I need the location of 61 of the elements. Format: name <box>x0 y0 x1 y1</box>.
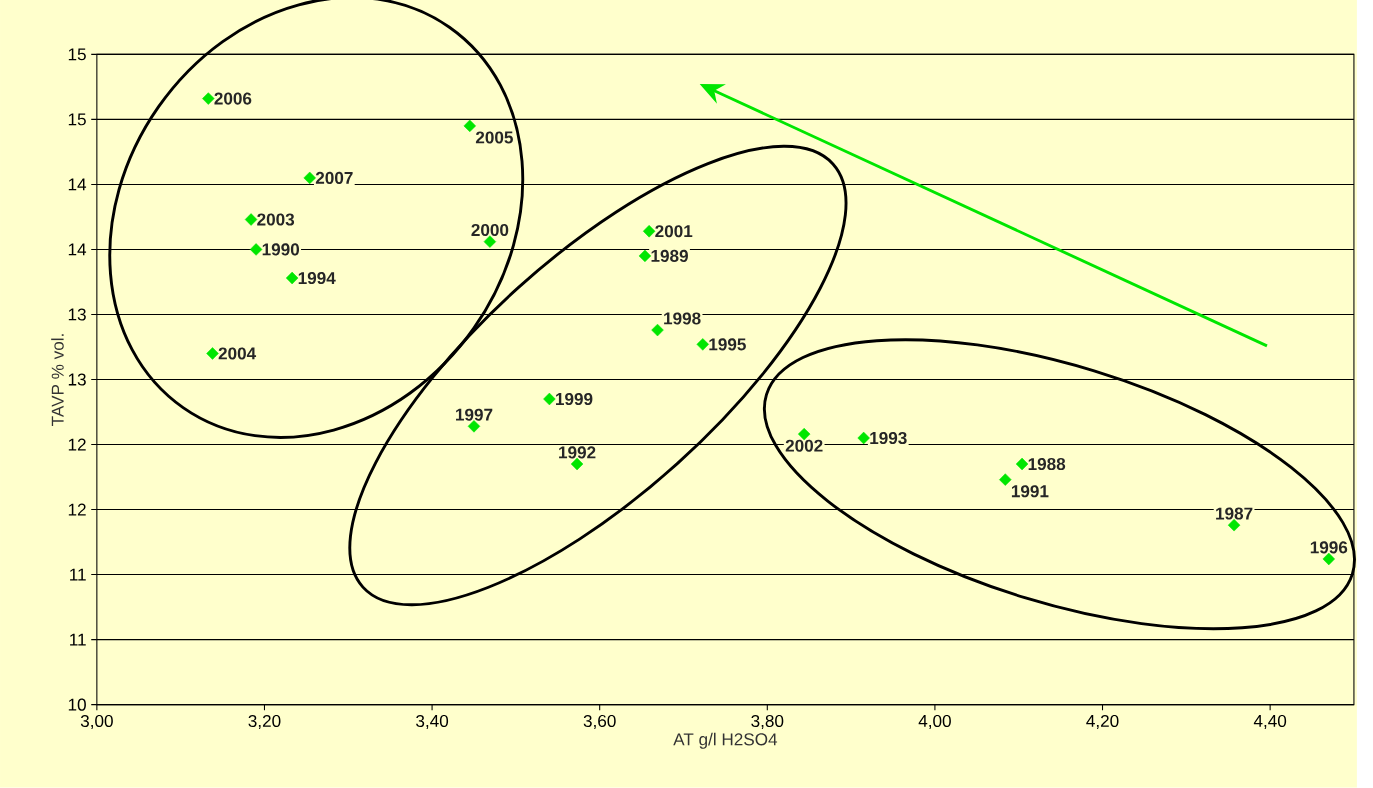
y-tick-label: 11 <box>70 633 86 646</box>
x-tick-label: 3,40 <box>416 715 449 730</box>
y-tick-label: 11 <box>70 568 86 581</box>
annotation: 2000 <box>471 224 509 237</box>
annotation: 1996 <box>1310 541 1348 554</box>
point <box>1015 458 1029 471</box>
y-tick-label: 14 <box>68 178 87 191</box>
annotation: 2003 <box>257 213 295 226</box>
y-tick-label: 10 <box>68 698 86 711</box>
annotation: 1987 <box>1216 507 1253 520</box>
point <box>467 420 481 433</box>
point <box>642 225 656 238</box>
annotation: 1999 <box>556 393 593 406</box>
y-tick-label: 13 <box>68 373 86 386</box>
point <box>857 431 870 445</box>
point <box>285 272 299 285</box>
point <box>651 324 664 337</box>
point <box>206 347 219 360</box>
y-tick-label: 14 <box>68 243 87 256</box>
annotation: 1993 <box>870 432 907 445</box>
annotation: 1990 <box>262 243 300 256</box>
annotation: 1994 <box>298 272 336 285</box>
y-tick-label: 15 <box>68 113 86 126</box>
annotation: 1998 <box>664 312 701 325</box>
point <box>249 243 263 256</box>
x-tick-label: 4,20 <box>1086 715 1119 730</box>
x-axis-title: AT g/l H2SO4 <box>673 733 778 749</box>
x-tick-label: 3,20 <box>248 715 281 730</box>
x-tick-label: 3,00 <box>80 715 113 730</box>
point <box>463 119 476 133</box>
annotation: 2005 <box>475 131 513 144</box>
annotation: 1989 <box>651 250 688 263</box>
annotation: 2007 <box>315 172 353 185</box>
point <box>244 213 258 226</box>
y-tick-label: 12 <box>68 438 86 451</box>
point <box>202 92 215 105</box>
annotation: 2002 <box>785 439 823 452</box>
x-tick-label: 4,40 <box>1253 715 1287 730</box>
point <box>483 235 497 248</box>
x-tick-label: 3,80 <box>751 715 784 730</box>
y-tick-label: 13 <box>68 308 86 321</box>
annotation: 2001 <box>655 225 693 238</box>
point <box>696 338 709 351</box>
y-tick-label: 15 <box>68 48 86 61</box>
y-tick-label: 12 <box>68 503 86 516</box>
point <box>543 392 556 406</box>
point <box>303 171 316 185</box>
point <box>638 249 652 263</box>
y-axis-title: TAVP % vol. <box>51 334 64 427</box>
point <box>1227 519 1241 532</box>
annotation: 1992 <box>559 446 596 459</box>
point <box>570 458 584 471</box>
x-tick-label: 3,60 <box>583 715 616 730</box>
annotation: 2006 <box>214 92 252 105</box>
point <box>999 473 1012 487</box>
annotation: 1991 <box>1011 485 1049 498</box>
x-tick-label: 4,00 <box>918 715 951 730</box>
annotation: 1988 <box>1028 458 1066 471</box>
annotation: 1995 <box>709 338 746 351</box>
annotation: 2004 <box>218 347 257 360</box>
annotation: 1997 <box>456 408 493 421</box>
